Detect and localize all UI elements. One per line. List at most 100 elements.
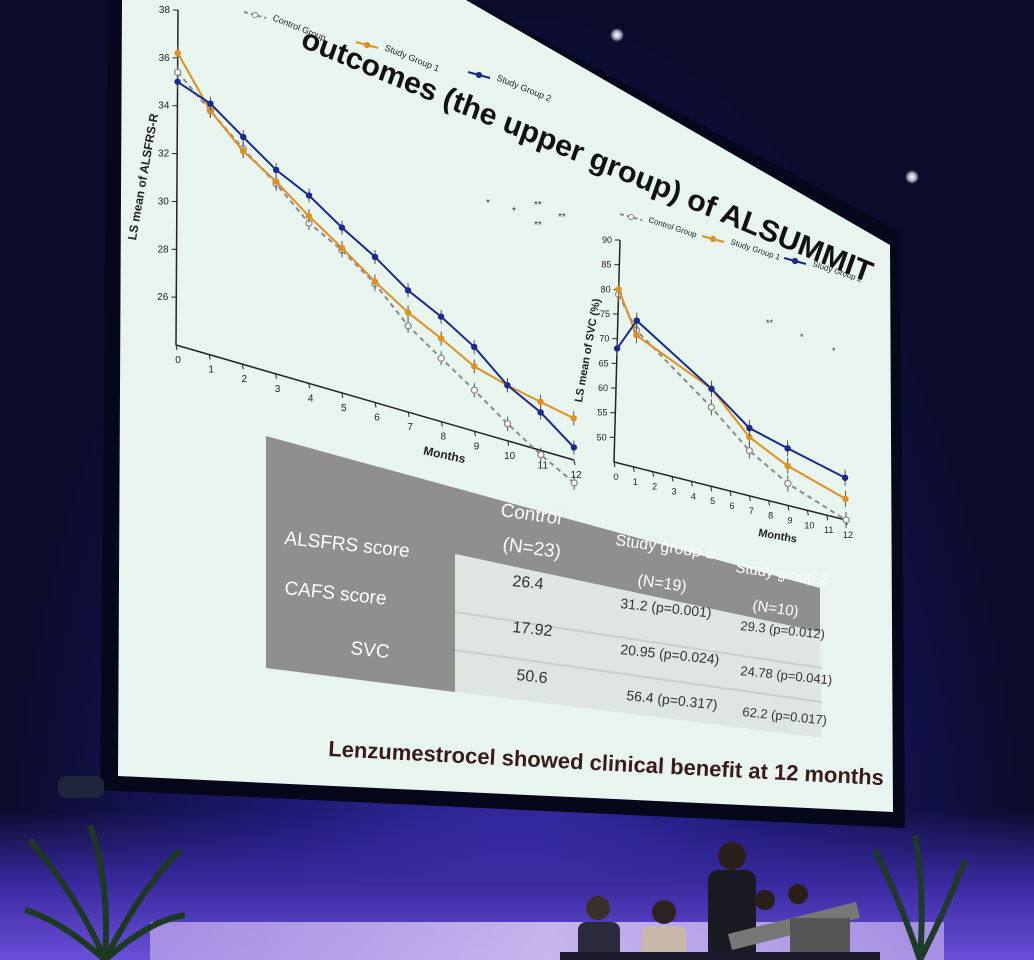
x-tick-label: 8 (768, 511, 773, 521)
x-tick (573, 459, 576, 466)
data-point (570, 479, 578, 487)
x-tick-label: 11 (538, 460, 549, 471)
data-point (842, 495, 849, 503)
x-tick-label: 10 (804, 520, 814, 530)
table-body (455, 554, 822, 738)
y-tick-label: 75 (600, 309, 610, 319)
x-tick-label: 7 (749, 506, 754, 516)
significance-marker: * (512, 206, 516, 217)
x-tick (826, 515, 829, 521)
panelist-head (586, 896, 610, 920)
data-point (272, 178, 280, 185)
table-col-study1-n: (N=19) (636, 572, 687, 596)
table-row-divider (454, 611, 823, 669)
significance-marker: * (800, 332, 804, 342)
x-tick-label: 3 (671, 487, 676, 497)
data-point (784, 462, 791, 470)
data-point (633, 317, 640, 324)
y-tick-label: 32 (158, 149, 170, 160)
x-tick-label: 3 (275, 384, 281, 395)
x-tick-label: 7 (407, 422, 413, 433)
data-point (305, 212, 313, 220)
data-point (613, 345, 621, 352)
legend-marker (251, 11, 259, 19)
cell-svc-control: 50.6 (516, 667, 549, 687)
x-tick-label: 11 (824, 525, 833, 535)
y-tick-label: 55 (597, 408, 607, 418)
data-point (437, 354, 445, 362)
data-point (570, 415, 577, 422)
y-tick-label: 28 (157, 244, 169, 255)
x-tick-label: 12 (843, 530, 853, 540)
x-tick (341, 392, 344, 399)
data-point (504, 382, 511, 389)
panelist-head (755, 890, 775, 910)
x-tick-label: 12 (570, 470, 582, 481)
significance-marker: * (486, 198, 490, 209)
cell-alsfrs-control: 26.4 (512, 573, 545, 593)
data-point (471, 343, 478, 351)
y-tick-label: 30 (158, 196, 170, 207)
x-tick (613, 461, 616, 468)
legend-marker (709, 235, 717, 243)
series-line (617, 288, 847, 500)
y-tick-label: 80 (601, 284, 611, 294)
series-line (616, 319, 846, 479)
data-point (503, 420, 512, 428)
data-point (240, 147, 247, 155)
x-tick (241, 364, 244, 370)
data-point (173, 68, 182, 76)
y-tick-label: 26 (157, 292, 169, 303)
x-tick (710, 486, 713, 492)
data-point (305, 192, 313, 199)
table-col-study2-n: (N=10) (751, 597, 799, 620)
data-point (471, 363, 478, 370)
panelist-body (642, 926, 686, 960)
data-point (745, 446, 754, 455)
table-row-svc-label: SVC (349, 638, 390, 663)
x-tick (806, 510, 809, 516)
data-point (746, 433, 753, 441)
y-tick-label: 34 (158, 101, 170, 112)
legend-marker (791, 257, 799, 265)
data-point (371, 278, 379, 285)
significance-marker: ** (534, 200, 542, 211)
data-point (537, 450, 545, 459)
data-point (174, 78, 181, 85)
data-point (240, 133, 247, 141)
data-point (615, 286, 622, 293)
legend-swatch (243, 11, 267, 19)
x-tick-label: 10 (504, 451, 516, 462)
x-tick-label: 0 (175, 355, 181, 366)
x-tick (308, 383, 311, 389)
y-tick-label: 38 (159, 5, 171, 16)
y-tick-label: 36 (159, 53, 171, 64)
speaker-head (718, 842, 746, 870)
data-point (633, 332, 640, 339)
data-point (470, 386, 479, 394)
legend-marker (475, 71, 483, 79)
table-header-band (266, 436, 820, 692)
x-tick (768, 500, 771, 506)
x-tick (690, 481, 693, 487)
legend-marker (627, 213, 635, 221)
x-tick-label: 4 (308, 393, 314, 404)
data-point (842, 516, 850, 524)
x-tick (407, 411, 410, 418)
stage-people (560, 842, 880, 960)
y-tick-label: 90 (602, 235, 612, 245)
legend-swatch (619, 213, 643, 221)
x-tick (208, 354, 211, 360)
legend-marker (363, 41, 371, 49)
data-point (784, 479, 792, 488)
y-tick-label: 60 (598, 383, 608, 393)
results-table: Control (N=23) Study group 1 (N=19) Stud… (266, 436, 833, 738)
x-tick-label: 5 (341, 403, 347, 414)
x-tick-label: 0 (613, 472, 618, 482)
x-tick-label: 6 (374, 413, 380, 424)
data-point (338, 244, 346, 252)
panelist-head (652, 900, 676, 924)
x-tick-label: 4 (691, 491, 696, 501)
x-tick (275, 373, 277, 379)
x-tick (787, 505, 790, 511)
